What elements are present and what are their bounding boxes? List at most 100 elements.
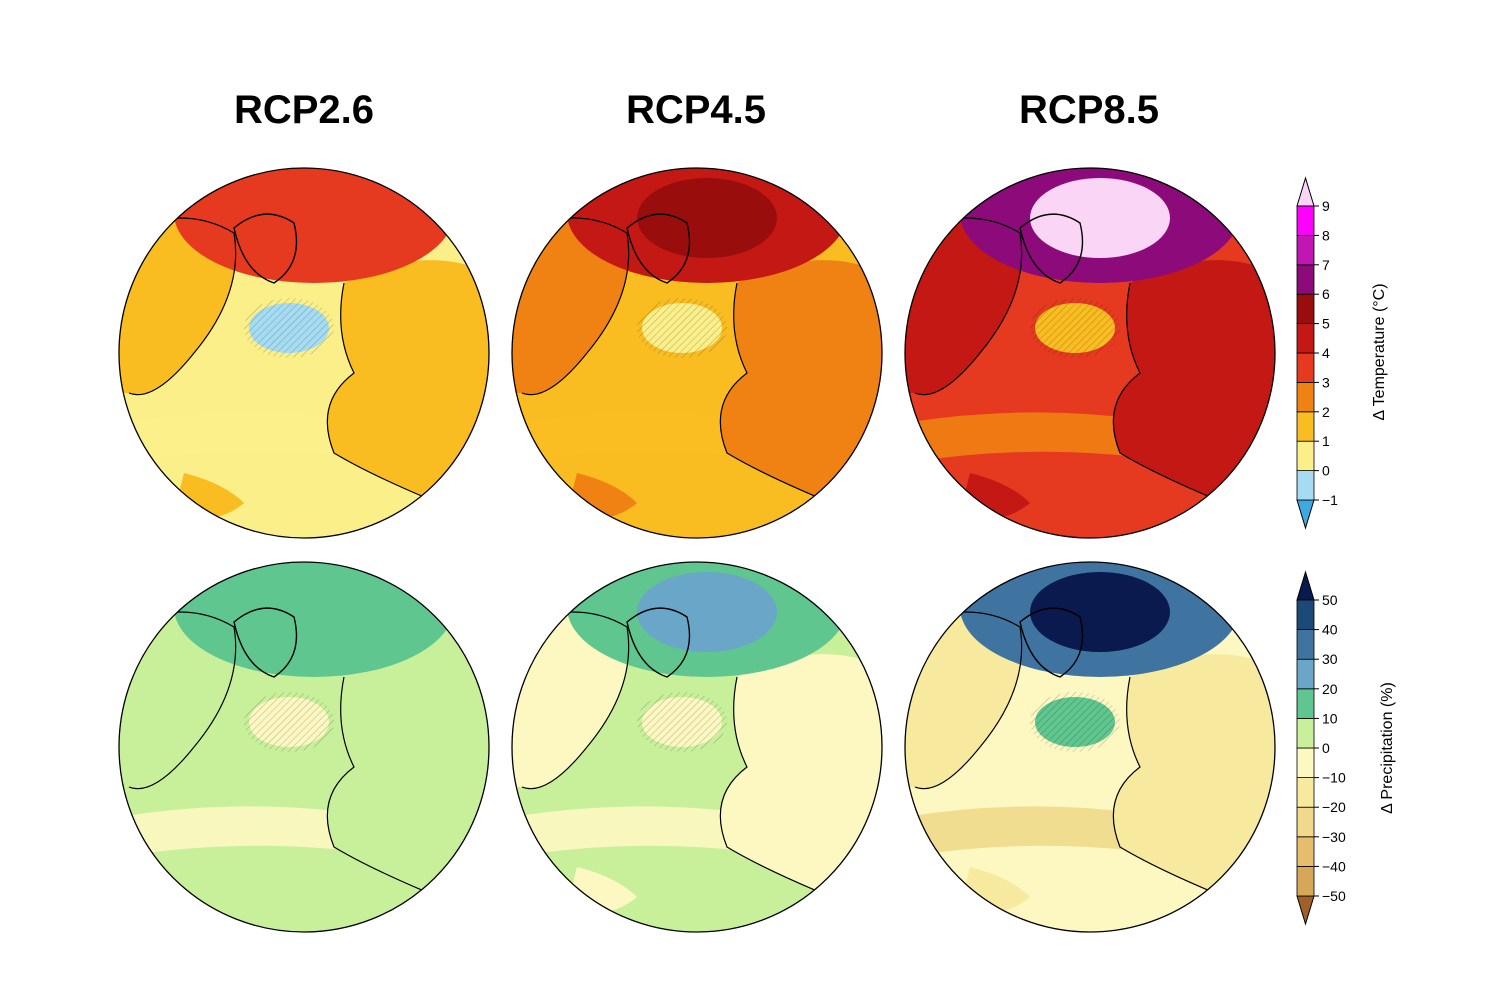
temperature-tick-label: 1 [1322, 433, 1330, 449]
precipitation-map-rcp45 [511, 561, 883, 933]
precipitation-tick-label: 20 [1322, 681, 1338, 697]
north-america-land [119, 218, 236, 395]
temperature-tick-label: −1 [1322, 492, 1338, 508]
temperature-map-rcp26 [118, 167, 490, 539]
north-america-land [905, 218, 1022, 395]
globe-outline [118, 561, 490, 933]
precipitation-swatch [1296, 777, 1315, 808]
title-rcp85: RCP8.5 [1018, 88, 1160, 132]
eurafrica-land [1113, 260, 1275, 523]
precipitation-swatch [1296, 629, 1315, 660]
temperature-tick-label: 2 [1322, 404, 1330, 420]
significance-hatching [1030, 692, 1120, 752]
temperature-tick-label: 0 [1322, 463, 1330, 479]
precipitation-colorbar: −50 −40 −30 −20 −10 0 10 20 30 40 50 [1296, 570, 1346, 926]
significance-hatching [637, 692, 727, 752]
temperature-map-rcp85 [904, 167, 1276, 539]
eurafrica-land [720, 260, 882, 523]
temperature-tick-label: 5 [1322, 316, 1330, 332]
globe-outline [511, 561, 883, 933]
precipitation-map-rcp85 [904, 561, 1276, 933]
precipitation-tick-label: −20 [1322, 799, 1346, 815]
eurafrica-land [720, 654, 882, 917]
precipitation-colorbar-label: Δ Precipitation (%) [1379, 682, 1396, 814]
precipitation-tick-label: 50 [1322, 592, 1338, 608]
precipitation-tick-label: 0 [1322, 740, 1330, 756]
precipitation-swatch [1296, 658, 1315, 690]
temperature-swatch [1296, 293, 1315, 325]
eurafrica-coastline [1112, 676, 1275, 918]
significance-hatching [244, 692, 334, 752]
temperature-tick-label: 4 [1322, 345, 1330, 361]
greenland-coastline [1019, 213, 1084, 284]
globe-outline [904, 561, 1276, 933]
temperature-swatch [1296, 381, 1315, 413]
arctic-core [244, 572, 384, 652]
temperature-tick-label: 8 [1322, 227, 1330, 243]
arctic-core [637, 178, 777, 258]
precipitation-over-triangle [1296, 570, 1315, 601]
arctic-core [1030, 572, 1170, 652]
precipitation-tick-label: 30 [1322, 651, 1338, 667]
temperature-tick-label: 9 [1322, 198, 1330, 214]
precipitation-map-rcp26 [118, 561, 490, 933]
eurafrica-coastline [326, 282, 489, 524]
north-america-land [905, 612, 1022, 789]
temperature-swatch [1296, 470, 1315, 501]
eurafrica-land [327, 654, 489, 917]
temperature-over-triangle [1296, 176, 1315, 207]
north-america-land [512, 612, 629, 789]
precipitation-tick-label: 40 [1322, 622, 1338, 638]
temperature-swatch [1296, 264, 1315, 295]
temperature-swatch [1296, 205, 1315, 236]
temperature-swatch [1296, 411, 1315, 442]
title-rcp45: RCP4.5 [625, 88, 767, 132]
temperature-swatch [1296, 440, 1315, 472]
precipitation-swatch [1296, 747, 1315, 779]
temperature-swatch [1296, 323, 1315, 354]
precipitation-tick-label: 10 [1322, 710, 1338, 726]
globe-outline [904, 167, 1276, 539]
eurafrica-land [1113, 654, 1275, 917]
arctic-core [244, 178, 384, 258]
eurafrica-coastline [719, 282, 882, 524]
eurafrica-coastline [719, 676, 882, 918]
temperature-swatch [1296, 234, 1315, 266]
precipitation-swatch [1296, 866, 1315, 897]
greenland-coastline [233, 607, 298, 678]
temperature-tick-label: 6 [1322, 286, 1330, 302]
greenland-coastline [626, 213, 691, 284]
temperature-colorbar-label: Δ Temperature (°C) [1371, 283, 1388, 420]
temperature-colorbar: −1 0 1 2 3 4 5 6 7 8 9 [1296, 176, 1338, 530]
arctic-core [1030, 178, 1170, 258]
significance-hatching [1030, 298, 1120, 358]
precipitation-swatch [1296, 718, 1315, 749]
temperature-map-rcp45 [511, 167, 883, 539]
temperature-tick-label: 3 [1322, 374, 1330, 390]
globe-outline [511, 167, 883, 539]
north-america-land [512, 218, 629, 395]
precipitation-tick-label: −40 [1322, 858, 1346, 874]
precipitation-swatch [1296, 688, 1315, 719]
north-america-land [119, 612, 236, 789]
greenland-coastline [233, 213, 298, 284]
title-rcp26: RCP2.6 [233, 88, 375, 132]
eurafrica-coastline [1112, 282, 1275, 524]
precipitation-under-triangle [1296, 895, 1315, 926]
eurafrica-coastline [326, 676, 489, 918]
temperature-under-triangle [1296, 499, 1315, 530]
precipitation-tick-label: −30 [1322, 829, 1346, 845]
globe-outline [118, 167, 490, 539]
precipitation-swatch [1296, 806, 1315, 838]
precipitation-tick-label: −50 [1322, 888, 1346, 904]
greenland-coastline [626, 607, 691, 678]
precipitation-tick-label: −10 [1322, 770, 1346, 786]
significance-hatching [244, 298, 334, 358]
precipitation-swatch [1296, 599, 1315, 631]
temperature-swatch [1296, 352, 1315, 383]
greenland-coastline [1019, 607, 1084, 678]
precipitation-swatch [1296, 836, 1315, 867]
eurafrica-land [327, 260, 489, 523]
arctic-core [637, 572, 777, 652]
